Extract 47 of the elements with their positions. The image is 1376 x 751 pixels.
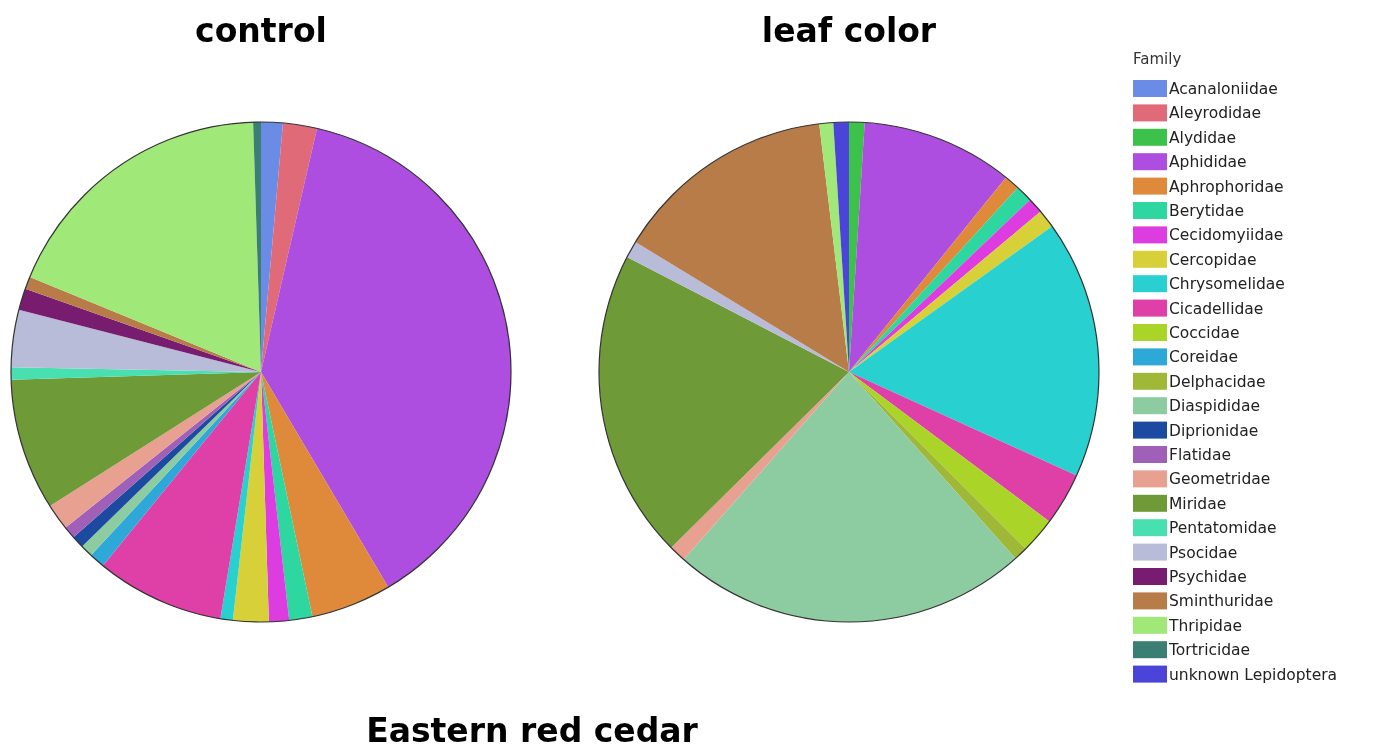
legend-label: Pentatomidae: [1169, 519, 1277, 538]
pie-slice: [261, 372, 389, 617]
legend-label: Cercopidae: [1169, 250, 1257, 269]
legend-label: Chrysomelidae: [1169, 275, 1285, 294]
legend-label: Acanaloniidae: [1169, 80, 1278, 98]
legend-label: Flatidae: [1169, 446, 1231, 464]
legend-label: Cicadellidae: [1169, 299, 1264, 318]
legend-label: Coccidae: [1169, 324, 1240, 342]
legend-label: Tortricidae: [1168, 641, 1251, 660]
pie-slice: [849, 372, 1026, 559]
legend-label: Aphididae: [1169, 153, 1247, 172]
legend-label: Miridae: [1169, 494, 1227, 513]
legend-label: Aphrophoridae: [1169, 177, 1284, 196]
legend-label: Alydidae: [1169, 128, 1237, 147]
legend-label: Delphacidae: [1169, 372, 1266, 391]
pie-slice: [599, 257, 849, 548]
pie-slice: [635, 123, 849, 372]
legend-label: Psychidae: [1169, 568, 1247, 586]
pie-slice: [671, 372, 849, 560]
pie-slice: [261, 122, 318, 372]
chart-title: control: [195, 11, 327, 50]
pie-slice: [220, 372, 261, 621]
pie-slice: [683, 372, 1016, 622]
legend-label: Diaspididae: [1169, 397, 1260, 416]
pie-slice: [849, 122, 1006, 372]
legend-label: Thripidae: [1168, 616, 1242, 635]
legend-label: Sminthuridae: [1169, 592, 1274, 611]
legend-label: Berytidae: [1169, 202, 1244, 220]
pie-slice: [11, 309, 261, 372]
chart-title: leaf color: [761, 11, 937, 50]
pie-slice: [102, 372, 261, 619]
legend-label: Aleyrodidae: [1169, 104, 1262, 123]
legend-title: Family: [1133, 50, 1182, 68]
legend-label: Diprionidae: [1169, 421, 1259, 440]
legend-label: Coreidae: [1169, 348, 1239, 367]
pie-slice: [626, 242, 849, 372]
legend-label: Geometridae: [1169, 470, 1271, 489]
legend-label: Cecidomyiidae: [1169, 226, 1284, 245]
pie-slice: [29, 122, 261, 372]
legend-label: unknown Lepidoptera: [1169, 665, 1338, 684]
pie-slice: [849, 226, 1099, 476]
pie-slice: [261, 128, 511, 588]
pie-slice: [261, 372, 313, 621]
legend-label: Psocidae: [1169, 543, 1238, 562]
pie-slice: [849, 372, 1077, 522]
pie-slice: [11, 372, 261, 506]
text: Eastern red cedar: [366, 711, 699, 750]
